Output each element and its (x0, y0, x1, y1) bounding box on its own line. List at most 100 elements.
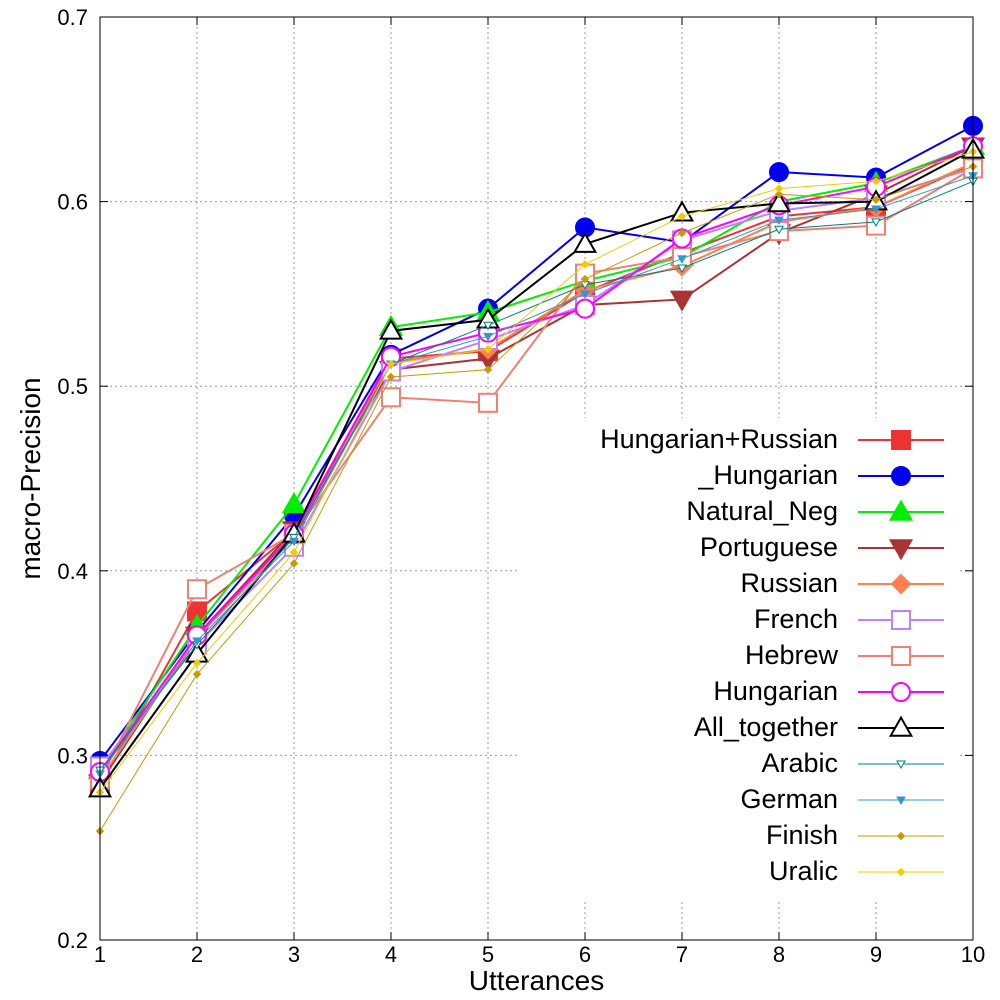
legend-marker (891, 610, 911, 630)
legend-label: _Hungarian (697, 460, 838, 490)
series-line (99, 149, 974, 790)
data-point (187, 579, 207, 600)
axis-ticks: 1 2 3 4 5 6 7 8 9 10 0.2 0.3 0.4 0.5 0.6 0.7 (57, 5, 985, 967)
data-point (378, 318, 404, 340)
legend-item: German (740, 784, 944, 814)
y-tick-label: 0.7 (57, 5, 88, 30)
legend-item: _Hungarian (697, 460, 944, 490)
x-tick-label: 4 (385, 942, 397, 967)
legend-label: Arabic (761, 748, 838, 778)
legend-marker (896, 867, 906, 877)
series-line (99, 151, 974, 793)
data-point (289, 548, 299, 557)
legend: Hungarian+Russian _Hungarian Natural_Neg Po… (600, 424, 944, 886)
data-point (478, 392, 498, 413)
legend-marker (896, 760, 906, 770)
legend-label: Finish (766, 820, 838, 850)
legend-label: Hebrew (745, 640, 839, 670)
legend-background (518, 418, 958, 900)
series-line (99, 167, 974, 768)
data-point (192, 658, 202, 668)
legend-marker (891, 466, 911, 486)
legend-label: German (740, 784, 838, 814)
data-point (669, 290, 695, 312)
legend-marker (888, 499, 914, 521)
legend-item: Hungarian (713, 676, 944, 706)
data-point (483, 365, 493, 374)
data-point (871, 205, 881, 215)
legend-item: Finish (766, 820, 944, 850)
y-tick-label: 0.2 (57, 928, 88, 953)
legend-label: French (754, 604, 838, 634)
series-line (99, 125, 974, 762)
data-point (677, 212, 687, 221)
data-point (289, 537, 299, 547)
y-axis-title: macro-Precision (15, 377, 46, 579)
data-point (289, 559, 299, 568)
series-line (99, 167, 974, 780)
plot-frame (99, 16, 974, 941)
legend-item: Hungarian+Russian (600, 424, 944, 454)
y-tick-label: 0.3 (57, 743, 88, 768)
x-tick-label: 2 (191, 942, 203, 967)
legend-item: All_together (694, 712, 944, 742)
legend-label: Hungarian (713, 676, 838, 706)
data-point (575, 298, 595, 319)
legend-marker (890, 573, 912, 595)
x-tick-label: 10 (961, 942, 985, 967)
series-line (99, 145, 974, 771)
x-tick-label: 8 (773, 942, 785, 967)
data-point (766, 191, 792, 213)
data-point (774, 184, 784, 193)
legend-item: Russian (740, 568, 944, 598)
x-tick-label: 6 (579, 942, 591, 967)
data-point (677, 228, 687, 238)
y-tick-label: 0.5 (57, 374, 88, 399)
legend-label: All_together (694, 712, 838, 742)
data-point (580, 274, 590, 284)
legend-label: Hungarian+Russian (600, 424, 838, 454)
data-point (774, 190, 784, 199)
data-point (871, 177, 881, 186)
data-point (677, 264, 687, 274)
legend-label: Portuguese (700, 532, 838, 562)
data-point (871, 195, 881, 204)
x-tick-label: 9 (870, 942, 882, 967)
series-line (99, 175, 974, 775)
series-all-together (87, 137, 986, 798)
legend-label: Russian (740, 568, 838, 598)
legend-marker (888, 715, 914, 737)
data-point (580, 290, 590, 299)
series-line (99, 145, 974, 773)
x-tick-label: 1 (94, 942, 106, 967)
x-axis-title: Utterances (469, 965, 604, 996)
data-point (483, 321, 493, 331)
data-point (381, 387, 401, 408)
legend-item: Hebrew (745, 640, 944, 670)
legend-box (518, 418, 958, 900)
legend-item: Uralic (769, 856, 944, 886)
series-line (99, 166, 974, 832)
legend-item: Portuguese (700, 532, 944, 562)
legend-marker (896, 796, 906, 806)
data-point (774, 216, 784, 226)
data-point (871, 218, 881, 227)
legend-marker (888, 539, 914, 561)
data-point (192, 669, 202, 679)
data-point (281, 491, 307, 514)
data-point (483, 332, 493, 342)
legend-item: Arabic (761, 748, 944, 778)
data-point (774, 225, 784, 235)
series-layer (87, 115, 986, 836)
legend-item: French (754, 604, 944, 634)
y-tick-label: 0.4 (57, 559, 88, 584)
data-point (572, 231, 598, 253)
data-point (386, 359, 396, 369)
data-point (580, 260, 590, 269)
data-point (386, 372, 396, 382)
legend-marker (891, 430, 911, 450)
x-tick-label: 3 (288, 942, 300, 967)
data-point (677, 255, 687, 264)
y-tick-label: 0.6 (57, 190, 88, 215)
